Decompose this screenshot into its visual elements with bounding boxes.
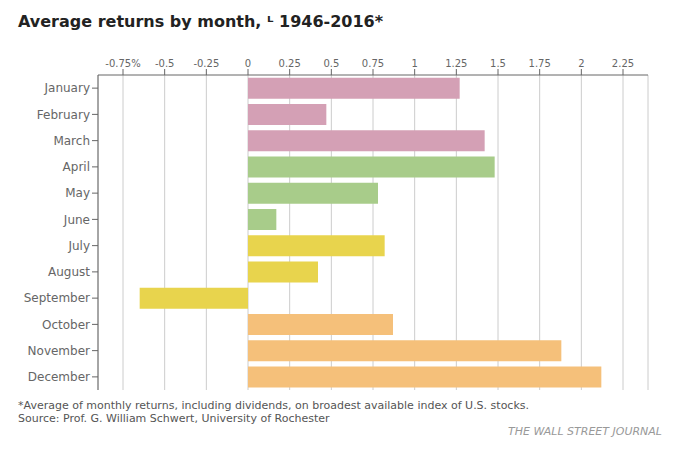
svg-text:1.75: 1.75 [529, 58, 551, 69]
svg-text:October: October [42, 318, 90, 332]
svg-text:1.25: 1.25 [445, 58, 467, 69]
svg-text:-0.5: -0.5 [155, 58, 175, 69]
svg-text:0.75: 0.75 [362, 58, 384, 69]
svg-text:1: 1 [411, 58, 417, 69]
svg-text:May: May [65, 186, 90, 200]
svg-text:0: 0 [245, 58, 251, 69]
svg-text:2.25: 2.25 [612, 58, 634, 69]
svg-text:March: March [53, 134, 90, 148]
html-text:Average returns by month, ᴸ 19: Average returns by month, ᴸ 1946-2016* [18, 12, 384, 31]
svg-text:0.25: 0.25 [279, 58, 301, 69]
svg-text:December: December [28, 370, 90, 384]
svg-text:July: July [67, 239, 90, 253]
svg-text:2: 2 [578, 58, 584, 69]
svg-text:June: June [63, 213, 90, 227]
svg-text:April: April [63, 160, 90, 174]
html-text:THE WALL STREET JOURNAL: THE WALL STREET JOURNAL [508, 425, 662, 438]
svg-text:January: January [44, 81, 91, 95]
svg-text:August: August [48, 265, 90, 279]
html-text:*Average of monthly returns, i: *Average of monthly returns, including d… [18, 399, 529, 412]
svg-text:February: February [37, 108, 90, 122]
svg-text:0.5: 0.5 [323, 58, 339, 69]
svg-text:November: November [28, 344, 90, 358]
html-text:Source: Prof. G. William Schwe: Source: Prof. G. William Schwert, Univer… [18, 412, 330, 425]
svg-text:-0.25: -0.25 [193, 58, 219, 69]
svg-text:1.5: 1.5 [490, 58, 506, 69]
svg-text:September: September [24, 291, 90, 305]
svg-text:-0.75%: -0.75% [105, 58, 140, 69]
